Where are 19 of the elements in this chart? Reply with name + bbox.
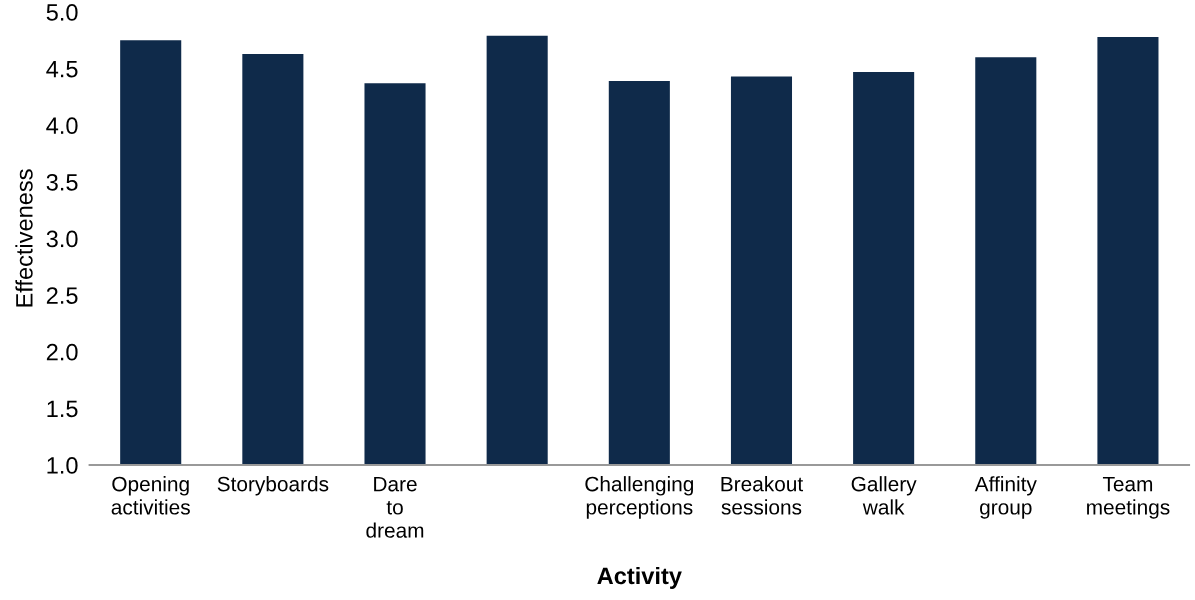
y-tick-label: 4.5 [46, 60, 78, 78]
y-tick-label: 4.0 [46, 117, 78, 135]
y-axis-title: Effectiveness [15, 169, 33, 307]
y-tick-label: 1.5 [47, 400, 78, 418]
x-tick-label: Dare to dream [366, 476, 424, 538]
x-axis-title: Activity [597, 566, 682, 589]
x-tick-label: Storyboards [217, 476, 329, 496]
y-tick-label: 1.0 [47, 457, 78, 474]
y-tick-label: 2.0 [46, 343, 78, 361]
y-tick-label: 3.5 [46, 173, 78, 191]
y-tick-label: 3.0 [46, 230, 78, 248]
x-tick-label: Opening activities [111, 476, 190, 515]
x-tick-label: Challenging perceptions [585, 476, 693, 519]
x-tick-label: Team meetings [1087, 476, 1170, 519]
y-tick-label: 2.5 [46, 287, 78, 304]
y-tick-label: 5.0 [46, 4, 78, 21]
x-tick-label: Breakout sessions [721, 476, 804, 515]
x-tick-label: Affinity group [974, 476, 1037, 519]
x-tick-label: Gallery walk [851, 476, 917, 515]
